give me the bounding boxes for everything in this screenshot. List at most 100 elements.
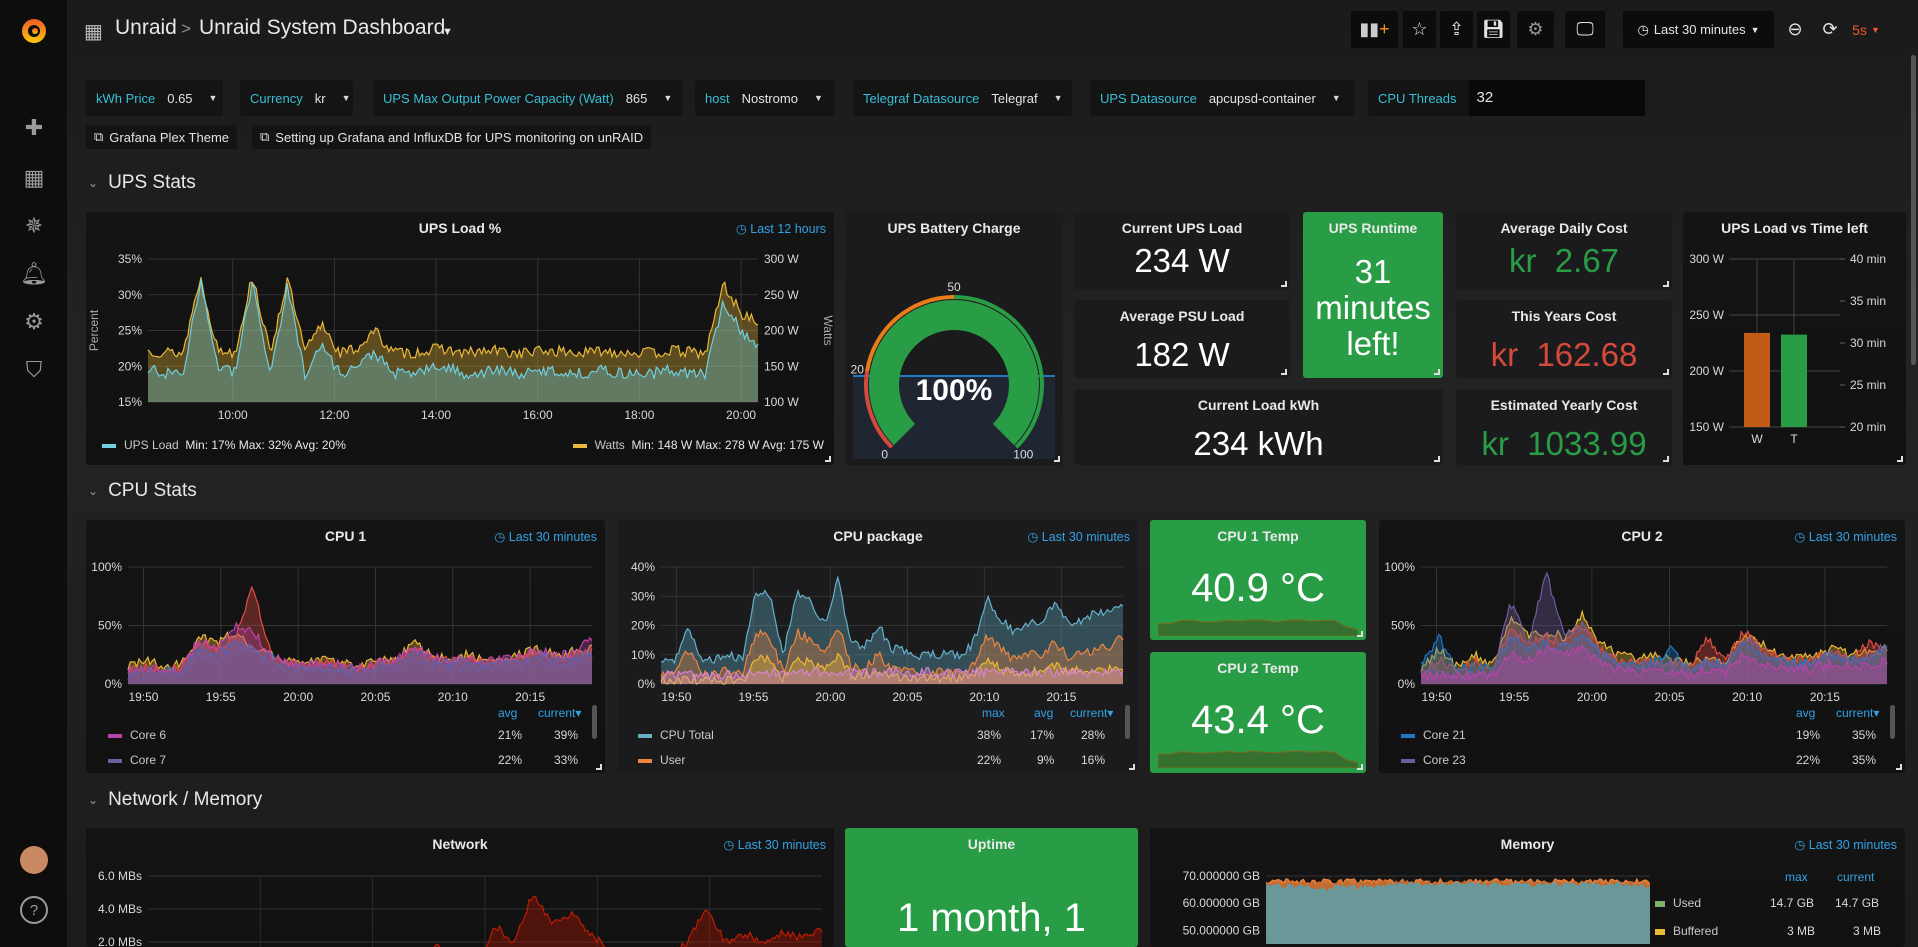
resize-handle[interactable]: [596, 764, 602, 770]
server-admin-shield-icon[interactable]: ⛉: [25, 357, 43, 382]
row-ups-stats[interactable]: ⌄ UPS Stats: [88, 172, 196, 194]
link-setup-guide[interactable]: ⧉ Setting up Grafana and InfluxDB for UPS…: [252, 125, 652, 149]
share-icon[interactable]: ⇪: [1440, 11, 1473, 48]
legend-header-current[interactable]: current▾: [538, 706, 582, 720]
variable-host[interactable]: host Nostromo ▼: [695, 80, 834, 116]
refresh-icon[interactable]: ⟳: [1822, 19, 1838, 39]
legend-row-cpu-total[interactable]: CPU Total 38% 17% 28%: [638, 728, 1118, 742]
panel-ups-runtime[interactable]: UPS Runtime 31 minutes left!: [1303, 212, 1443, 378]
panel-title[interactable]: Uptime: [967, 836, 1016, 852]
legend-header-current[interactable]: current▾: [1070, 706, 1114, 720]
network-chart[interactable]: 2.0 MBs 4.0 MBs 6.0 MBs: [86, 858, 834, 947]
panel-title[interactable]: CPU package: [833, 528, 923, 544]
panel-ups-load[interactable]: UPS Load % ◷ Last 12 hours 15% 20% 25% 30% 3…: [86, 212, 834, 465]
legend-row-user[interactable]: User 22% 9% 16%: [638, 753, 1118, 767]
panel-cpu-1[interactable]: CPU 1 ◷ Last 30 minutes 0% 50% 100% 19:50 19…: [86, 520, 605, 773]
cpu2-chart[interactable]: 0% 50% 100% 19:50 19:55 20:00 20:05 20:10 20:15: [1379, 550, 1905, 712]
dashboards-icon[interactable]: ▦: [23, 165, 45, 190]
resize-handle[interactable]: [1281, 369, 1287, 375]
panel-title[interactable]: CPU 1: [324, 528, 367, 544]
add-icon[interactable]: ✚: [24, 115, 44, 140]
memory-chart[interactable]: 50.000000 GB 60.000000 GB 70.000000 GB: [1150, 858, 1650, 947]
page-scrollbar[interactable]: [1911, 55, 1916, 365]
resize-handle[interactable]: [1663, 456, 1669, 462]
panel-estimated-yearly-cost[interactable]: Estimated Yearly Cost kr 1033.99: [1456, 389, 1672, 465]
legend-scrollbar[interactable]: [1890, 705, 1895, 739]
panel-title[interactable]: CPU 2 Temp: [1217, 660, 1299, 676]
resize-handle[interactable]: [1663, 369, 1669, 375]
add-panel-icon[interactable]: ▮▮ +: [1351, 11, 1398, 48]
resize-handle[interactable]: [1897, 456, 1903, 462]
cpu-threads-input[interactable]: 32: [1468, 80, 1645, 116]
variable-ups-datasource[interactable]: UPS Datasource apcupsd-container ▼: [1090, 80, 1355, 116]
panel-ups-load-vs-time-left[interactable]: UPS Load vs Time left 150 W 200 W 250 W 300…: [1683, 212, 1906, 465]
panel-title[interactable]: Network: [432, 836, 488, 852]
panel-title[interactable]: UPS Load %: [418, 220, 502, 236]
legend-scrollbar[interactable]: [592, 705, 597, 739]
link-grafana-plex-theme[interactable]: ⧉ Grafana Plex Theme: [86, 125, 238, 149]
panel-title[interactable]: UPS Load vs Time left: [1721, 220, 1868, 236]
legend-row-used[interactable]: Used 14.7 GB 14.7 GB: [1655, 896, 1895, 910]
legend-header-current[interactable]: current: [1837, 870, 1875, 884]
panel-memory[interactable]: Memory ◷ Last 30 minutes 50.000000 GB 60.…: [1150, 828, 1905, 947]
variable-telegraf-datasource[interactable]: Telegraf Datasource Telegraf ▼: [853, 80, 1072, 116]
row-cpu-stats[interactable]: ⌄ CPU Stats: [88, 480, 197, 502]
panel-title[interactable]: Average PSU Load: [1119, 308, 1245, 324]
panel-current-ups-load[interactable]: Current UPS Load 234 W: [1074, 212, 1290, 290]
panel-title[interactable]: UPS Battery Charge: [887, 220, 1021, 236]
time-picker-button[interactable]: ◷ Last 30 minutes ▼: [1623, 11, 1774, 48]
legend-row-core-23[interactable]: Core 23 22% 35%: [1401, 753, 1881, 767]
tv-mode-icon[interactable]: 🖵︎: [1565, 11, 1605, 48]
resize-handle[interactable]: [1434, 456, 1440, 462]
zoom-out-icon[interactable]: ⊖: [1787, 19, 1803, 39]
resize-handle[interactable]: [825, 456, 831, 462]
panel-title[interactable]: UPS Runtime: [1328, 220, 1418, 236]
variable-kwh-price[interactable]: kWh Price 0.65 ▼: [86, 80, 223, 116]
legend-header-avg[interactable]: avg: [1034, 706, 1054, 720]
resize-handle[interactable]: [1896, 764, 1902, 770]
panel-uptime[interactable]: Uptime 1 month, 1: [845, 828, 1138, 947]
cpu-package-chart[interactable]: 0% 10% 20% 30% 40% 19:50 19:55 20:00 20:05 20:10 2…: [618, 550, 1138, 712]
panel-title[interactable]: Current UPS Load: [1121, 220, 1243, 236]
legend-header-max[interactable]: max: [1785, 870, 1808, 884]
legend-header-max[interactable]: max: [982, 706, 1005, 720]
row-network-memory[interactable]: ⌄ Network / Memory: [88, 789, 262, 811]
legend-item-ups-load[interactable]: UPS Load Min: 17% Max: 32% Avg: 20%: [102, 438, 346, 452]
resize-handle[interactable]: [1357, 631, 1363, 637]
star-icon[interactable]: ☆: [1403, 11, 1436, 48]
panel-title[interactable]: CPU 1 Temp: [1217, 528, 1299, 544]
cpu1-chart[interactable]: 0% 50% 100% 19:50 19:55 20:00 20:05 20:10 20:15: [86, 550, 605, 712]
legend-row-buffered[interactable]: Buffered 3 MB 3 MB: [1655, 924, 1895, 938]
resize-handle[interactable]: [1281, 281, 1287, 287]
panel-cpu-1-temp[interactable]: CPU 1 Temp 40.9 °C: [1150, 520, 1366, 640]
legend-header-current[interactable]: current▾: [1836, 706, 1880, 720]
breadcrumb-folder[interactable]: Unraid: [115, 16, 177, 39]
title-caret-icon[interactable]: ▼: [442, 26, 453, 38]
variable-ups-max-power[interactable]: UPS Max Output Power Capacity (Watt) 865 ▼: [373, 80, 683, 116]
resize-handle[interactable]: [1129, 764, 1135, 770]
panel-average-daily-cost[interactable]: Average Daily Cost kr 2.67: [1456, 212, 1672, 290]
refresh-interval-picker[interactable]: 5s ▼: [1846, 11, 1886, 48]
resize-handle[interactable]: [1663, 281, 1669, 287]
legend-item-watts[interactable]: Watts Min: 148 W Max: 278 W Avg: 175 W: [572, 438, 824, 452]
panel-title[interactable]: This Years Cost: [1511, 308, 1617, 324]
panel-cpu-2[interactable]: CPU 2 ◷ Last 30 minutes 0% 50% 100% 19:50 19…: [1379, 520, 1905, 773]
legend-row-core-7[interactable]: Core 7 22% 33%: [108, 753, 588, 767]
dashboard-title[interactable]: Unraid System Dashboard: [199, 16, 446, 39]
alerting-bell-icon[interactable]: 🔔︎: [20, 261, 48, 286]
panel-title[interactable]: Memory: [1500, 836, 1555, 852]
variable-currency[interactable]: Currency kr ▼: [240, 80, 353, 116]
resize-handle[interactable]: [1054, 456, 1060, 462]
panel-title[interactable]: Current Load kWh: [1197, 397, 1320, 413]
panel-ups-battery-charge[interactable]: UPS Battery Charge 0 20 50 100 100%: [845, 212, 1063, 465]
configuration-gear-icon[interactable]: ⚙: [24, 309, 44, 334]
panel-current-load-kwh[interactable]: Current Load kWh 234 kWh: [1074, 389, 1443, 465]
panel-this-years-cost[interactable]: This Years Cost kr 162.68: [1456, 300, 1672, 378]
panel-title[interactable]: Estimated Yearly Cost: [1490, 397, 1638, 413]
resize-handle[interactable]: [1434, 369, 1440, 375]
legend-header-avg[interactable]: avg: [1796, 706, 1816, 720]
panel-title[interactable]: CPU 2: [1621, 528, 1663, 544]
ups-load-chart[interactable]: 15% 20% 25% 30% 35% 100 W 150 W 200 W 250 W 300 W…: [86, 242, 834, 432]
legend-header-avg[interactable]: avg: [498, 706, 518, 720]
grafana-logo-icon[interactable]: [18, 14, 50, 46]
